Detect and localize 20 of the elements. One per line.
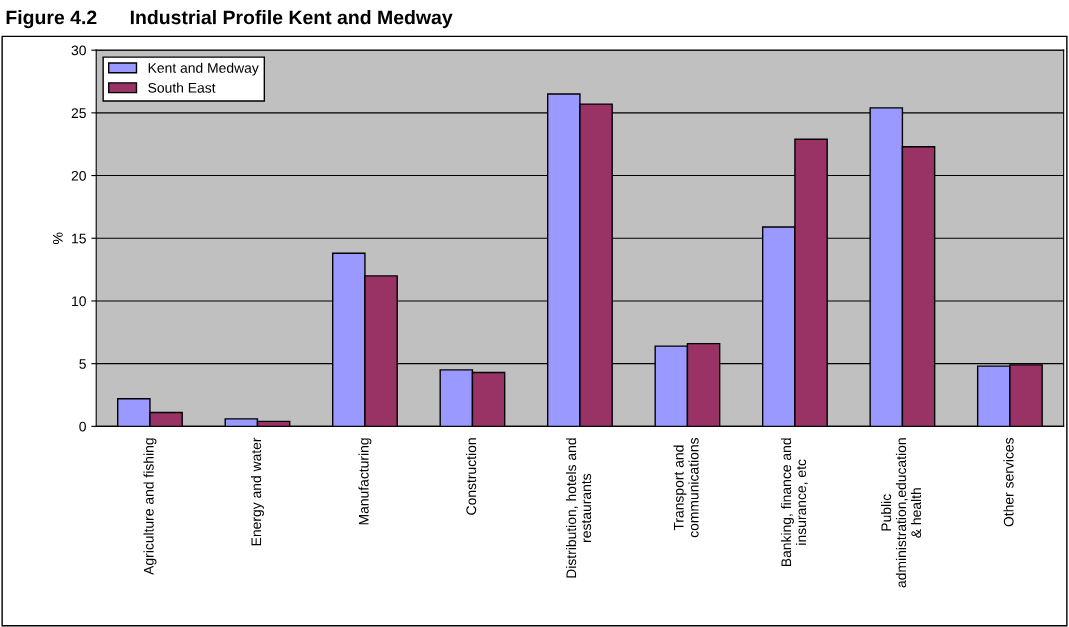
y-tick-label: 30 bbox=[71, 45, 86, 56]
x-tick-label: Energy and water bbox=[250, 437, 264, 546]
y-axis-title: % bbox=[52, 232, 63, 244]
x-tick-label: Distribution, hotels and restaurants bbox=[565, 438, 592, 578]
y-tick-label: 0 bbox=[79, 421, 86, 432]
y-tick-label: 5 bbox=[79, 359, 86, 369]
x-tick-label: Banking, finance and insurance, etc bbox=[780, 438, 808, 567]
chart-title: Figure 4.2 Industrial Profile Kent and Medway bbox=[6, 10, 453, 29]
x-tick-label: Manufacturing bbox=[358, 438, 372, 525]
x-tick-label: Other services bbox=[1003, 437, 1014, 527]
x-tick-label: Public administration,education & health bbox=[880, 438, 922, 588]
y-tick-label: 20 bbox=[71, 170, 86, 181]
y-tick-label: 10 bbox=[72, 296, 86, 307]
legend-label: South East bbox=[148, 82, 216, 93]
y-tick-label: 25 bbox=[71, 108, 86, 119]
x-tick-label: Transport and communications bbox=[673, 437, 699, 538]
legend-label: Kent and Medway bbox=[148, 62, 259, 76]
x-tick-label: Agriculture and fishing bbox=[143, 438, 157, 575]
y-tick-label: 15 bbox=[72, 233, 86, 244]
x-tick-label: Construction bbox=[465, 438, 477, 515]
